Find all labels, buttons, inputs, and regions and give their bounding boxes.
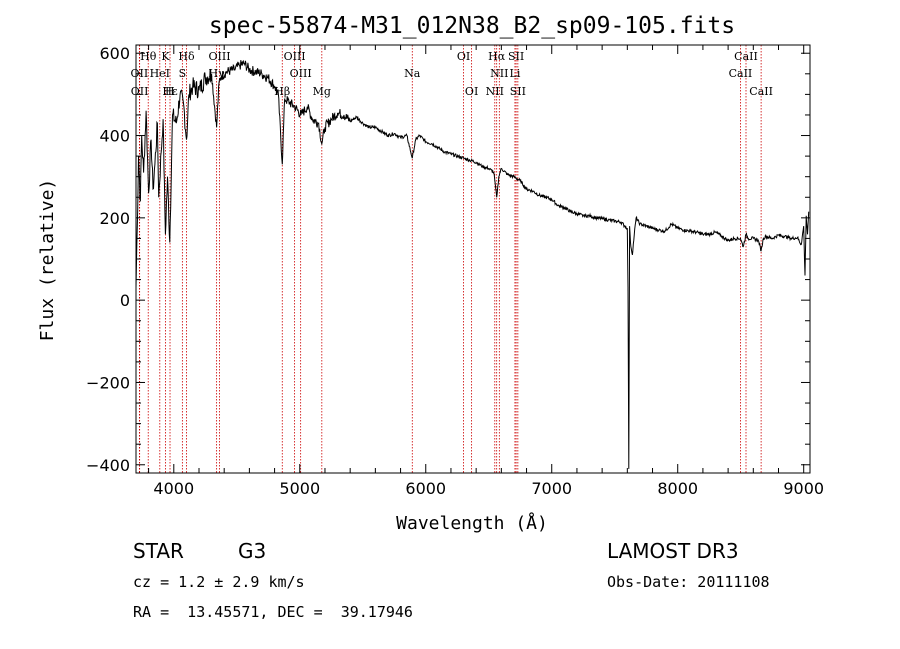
y-tick-label: −200 xyxy=(86,373,130,392)
line-label: NII xyxy=(490,67,508,80)
line-label: S xyxy=(179,67,187,80)
redshift-readout: cz = 1.2 ± 2.9 km/s xyxy=(133,573,305,591)
line-label: SII xyxy=(510,85,526,98)
line-label: Hα xyxy=(488,50,506,63)
line-label: Hδ xyxy=(178,50,195,63)
x-axis-ticks: 4000 5000 6000 7000 8000 9000 xyxy=(148,45,824,498)
line-label: OIII xyxy=(208,50,230,63)
chart-title: spec-55874-M31_012N38_B2_sp09-105.fits xyxy=(209,13,735,39)
line-label: OI xyxy=(457,50,470,63)
line-label: SII xyxy=(508,50,524,63)
line-label: CaII xyxy=(749,85,773,98)
x-tick-label: 6000 xyxy=(405,479,446,498)
line-label: H xyxy=(165,85,175,98)
line-label: Hγ xyxy=(209,67,226,80)
y-tick-label: −400 xyxy=(86,456,130,475)
line-label: OII xyxy=(131,85,149,98)
line-label: Li xyxy=(510,67,521,80)
line-label: K xyxy=(161,50,170,63)
spectral-line-markers xyxy=(139,45,762,473)
line-label: Mg xyxy=(313,85,331,98)
line-label: OI xyxy=(465,85,478,98)
y-tick-label: 600 xyxy=(99,44,130,63)
line-label: CaII xyxy=(729,67,753,80)
object-class: STAR xyxy=(133,539,184,563)
y-axis-label: Flux (relative) xyxy=(37,179,58,342)
x-tick-label: 7000 xyxy=(531,479,572,498)
line-label: Hε xyxy=(162,85,178,98)
x-axis-label: Wavelength (Å) xyxy=(396,512,548,534)
x-tick-label: 4000 xyxy=(153,479,194,498)
line-label: Na xyxy=(404,67,421,80)
y-tick-label: 0 xyxy=(120,291,130,310)
line-label: CaII xyxy=(734,50,758,63)
coordinates-readout: RA = 13.45571, DEC = 39.17946 xyxy=(133,603,413,621)
x-tick-label: 9000 xyxy=(783,479,824,498)
line-label: OIII xyxy=(290,67,312,80)
y-tick-label: 200 xyxy=(99,209,130,228)
line-label: OIII xyxy=(284,50,306,63)
plot-frame xyxy=(135,44,811,474)
y-axis-ticks: −400 −200 0 200 400 600 xyxy=(86,44,810,475)
spectrum-series-line xyxy=(135,59,810,469)
observation-date: Obs-Date: 20111108 xyxy=(607,573,770,591)
line-label: Hθ xyxy=(140,50,157,63)
object-subclass: G3 xyxy=(238,539,267,563)
survey-name: LAMOST DR3 xyxy=(607,539,739,563)
line-label: NII xyxy=(486,85,504,98)
x-tick-label: 8000 xyxy=(657,479,698,498)
line-label: HeI xyxy=(150,67,170,80)
y-tick-label: 400 xyxy=(99,127,130,146)
x-tick-label: 5000 xyxy=(279,479,320,498)
